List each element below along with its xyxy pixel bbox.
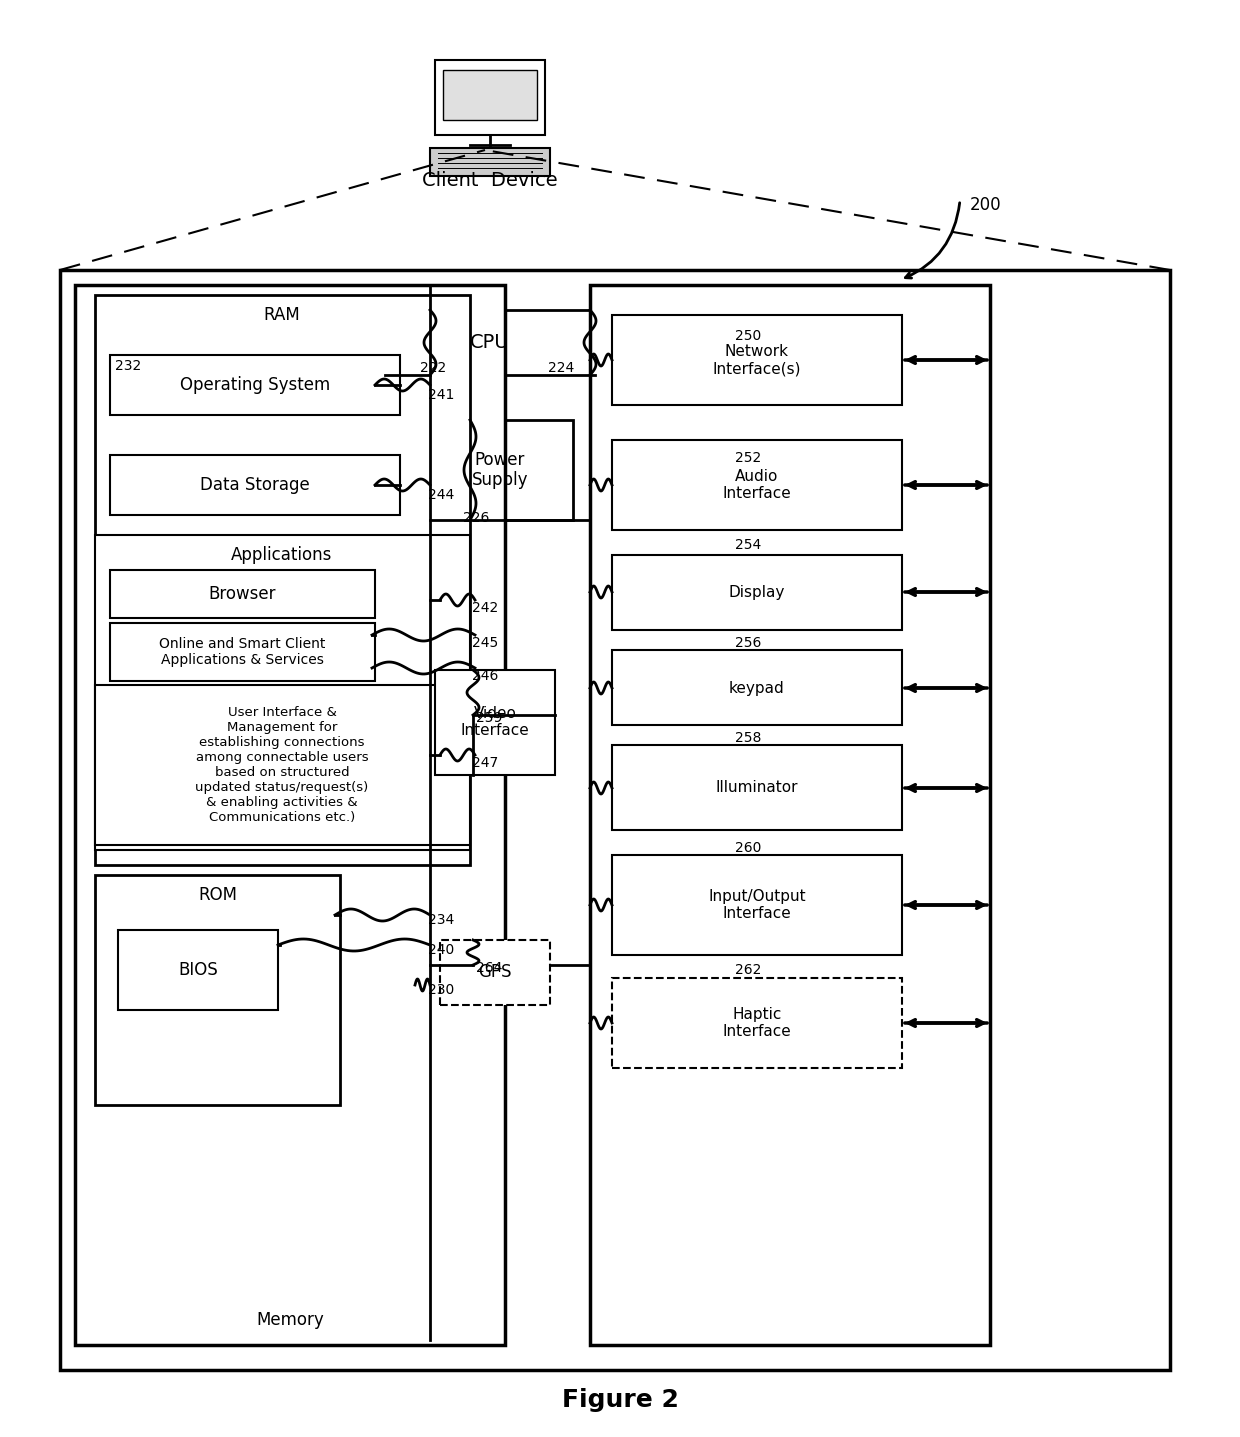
FancyBboxPatch shape [613, 440, 901, 530]
Text: BIOS: BIOS [179, 961, 218, 979]
Text: ROM: ROM [198, 887, 238, 904]
Text: 200: 200 [970, 195, 1002, 214]
FancyBboxPatch shape [590, 285, 990, 1345]
Text: 224: 224 [548, 361, 574, 375]
Text: 246: 246 [472, 670, 498, 683]
Text: User Interface &
Management for
establishing connections
among connectable users: User Interface & Management for establis… [196, 706, 368, 823]
Text: Power
Supply: Power Supply [471, 451, 528, 490]
Text: GPS: GPS [479, 963, 512, 981]
FancyBboxPatch shape [118, 930, 278, 1010]
FancyBboxPatch shape [428, 420, 573, 520]
FancyBboxPatch shape [384, 310, 595, 375]
Text: 250: 250 [735, 329, 761, 343]
Text: Input/Output
Interface: Input/Output Interface [708, 890, 806, 921]
Text: 247: 247 [472, 756, 498, 770]
FancyBboxPatch shape [613, 555, 901, 629]
Text: 244: 244 [428, 489, 454, 502]
Text: 256: 256 [735, 637, 761, 650]
FancyBboxPatch shape [613, 979, 901, 1068]
Text: Memory: Memory [257, 1311, 324, 1329]
Text: Client  Device: Client Device [422, 171, 558, 190]
Text: 252: 252 [735, 451, 761, 466]
Text: Applications: Applications [232, 546, 332, 563]
Text: 254: 254 [735, 537, 761, 552]
Text: Data Storage: Data Storage [200, 476, 310, 494]
FancyBboxPatch shape [95, 535, 470, 851]
FancyBboxPatch shape [60, 270, 1171, 1369]
Text: 259: 259 [476, 711, 502, 726]
FancyBboxPatch shape [110, 624, 374, 681]
FancyBboxPatch shape [613, 315, 901, 405]
Text: Illuminator: Illuminator [715, 780, 799, 796]
Text: 245: 245 [472, 637, 498, 650]
FancyBboxPatch shape [613, 744, 901, 831]
FancyBboxPatch shape [95, 295, 470, 865]
Text: Operating System: Operating System [180, 376, 330, 394]
Text: 222: 222 [420, 361, 446, 375]
Text: 241: 241 [428, 388, 454, 402]
FancyBboxPatch shape [435, 670, 556, 775]
Text: keypad: keypad [729, 681, 785, 696]
Text: 264: 264 [476, 961, 502, 974]
FancyBboxPatch shape [443, 70, 537, 121]
Text: Online and Smart Client
Applications & Services: Online and Smart Client Applications & S… [159, 637, 325, 667]
Text: 242: 242 [472, 601, 498, 615]
Text: RAM: RAM [264, 306, 300, 323]
FancyBboxPatch shape [435, 60, 546, 135]
FancyBboxPatch shape [110, 456, 401, 514]
Text: Video
Interface: Video Interface [460, 706, 529, 739]
Text: 234: 234 [428, 912, 454, 927]
Text: 226: 226 [463, 512, 490, 525]
Text: 230: 230 [428, 983, 454, 997]
Text: Browser: Browser [208, 585, 275, 604]
Text: Display: Display [729, 585, 785, 599]
Text: 262: 262 [735, 963, 761, 977]
FancyBboxPatch shape [110, 355, 401, 415]
FancyBboxPatch shape [74, 285, 505, 1345]
Text: 232: 232 [115, 359, 141, 374]
Text: Audio
Interface: Audio Interface [723, 468, 791, 502]
FancyBboxPatch shape [430, 148, 551, 175]
FancyBboxPatch shape [440, 940, 551, 1004]
Text: Haptic
Interface: Haptic Interface [723, 1007, 791, 1039]
Text: Network
Interface(s): Network Interface(s) [713, 343, 801, 376]
Text: 258: 258 [735, 731, 761, 744]
FancyBboxPatch shape [95, 685, 470, 845]
Text: 240: 240 [428, 943, 454, 957]
FancyBboxPatch shape [95, 875, 340, 1105]
FancyBboxPatch shape [613, 650, 901, 726]
Text: 260: 260 [735, 841, 761, 855]
Text: CPU: CPU [470, 332, 510, 352]
FancyBboxPatch shape [613, 855, 901, 956]
FancyBboxPatch shape [110, 570, 374, 618]
Text: Figure 2: Figure 2 [562, 1388, 678, 1413]
